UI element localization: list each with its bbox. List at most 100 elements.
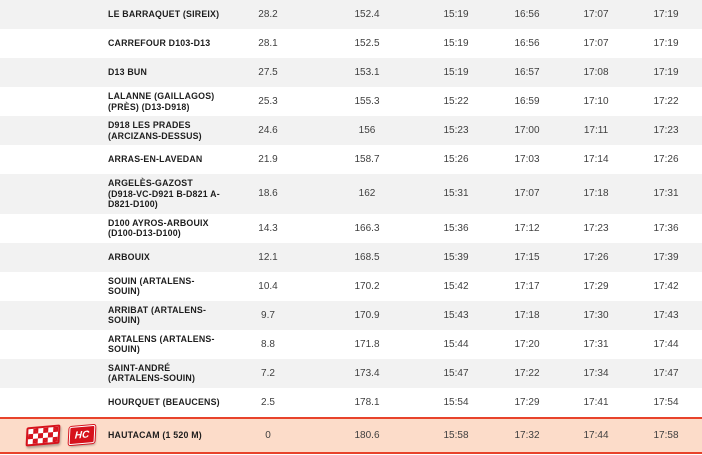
location-label: ARTALENS (ARTALENS-SOUIN) bbox=[108, 333, 215, 355]
km-covered-value: 171.8 bbox=[354, 338, 380, 350]
location-label: ARGELÈS-GAZOST (D918-VC-D921 B-D821 A-D8… bbox=[108, 178, 220, 209]
location-label: D100 AYROS-ARBOUIX (D100-D13-D100) bbox=[108, 217, 209, 239]
km-to-go-value: 24.6 bbox=[258, 125, 278, 136]
time-3-value: 17:34 bbox=[583, 367, 609, 379]
row-icons-cell: HC bbox=[0, 423, 108, 447]
time-2-value: 17:12 bbox=[514, 222, 540, 234]
km-covered-value: 168.5 bbox=[354, 251, 380, 263]
time-3-value: 17:14 bbox=[583, 154, 609, 165]
time-1-value: 15:44 bbox=[443, 338, 469, 350]
location-label: CARREFOUR D103-D13 bbox=[108, 38, 211, 49]
time-4-value: 17:22 bbox=[653, 96, 679, 107]
time-4-value: 17:19 bbox=[653, 9, 679, 20]
table-row: LALANNE (GAILLAGOS) (PRÈS) (D13-D918) 25… bbox=[0, 87, 702, 116]
km-to-go-value: 7.2 bbox=[261, 367, 275, 379]
table-row: HOURQUET (BEAUCENS) 2.5 178.1 15:54 17:2… bbox=[0, 387, 702, 417]
time-4-value: 17:58 bbox=[653, 429, 679, 441]
time-2-value: 17:17 bbox=[514, 280, 540, 292]
time-4-value: 17:47 bbox=[653, 367, 679, 379]
km-to-go-value: 14.3 bbox=[258, 222, 278, 234]
location-label: D13 BUN bbox=[108, 67, 148, 78]
time-3-value: 17:08 bbox=[583, 67, 609, 78]
km-covered-value: 170.9 bbox=[354, 309, 380, 321]
time-1-value: 15:47 bbox=[443, 367, 469, 379]
km-covered-value: 173.4 bbox=[354, 367, 380, 379]
finish-flag-icon bbox=[25, 423, 61, 447]
table-row: ARTALENS (ARTALENS-SOUIN) 8.8 171.8 15:4… bbox=[0, 329, 702, 359]
table-row: HC HAUTACAM (1 520 M) 0 180.6 15:58 17:3… bbox=[0, 416, 702, 454]
time-1-value: 15:39 bbox=[443, 251, 469, 263]
time-3-value: 17:11 bbox=[583, 125, 609, 136]
time-4-value: 17:19 bbox=[653, 38, 679, 49]
time-4-value: 17:23 bbox=[653, 125, 679, 136]
time-1-value: 15:58 bbox=[443, 429, 469, 441]
table-row: ARRAS-EN-LAVEDAN 21.9 158.7 15:26 17:03 … bbox=[0, 145, 702, 174]
time-3-value: 17:23 bbox=[583, 222, 609, 234]
time-2-value: 17:15 bbox=[514, 251, 540, 263]
location-label: ARRIBAT (ARTALENS-SOUIN) bbox=[108, 304, 207, 326]
km-to-go-value: 25.3 bbox=[258, 96, 278, 107]
time-3-value: 17:07 bbox=[583, 38, 609, 49]
time-2-value: 16:59 bbox=[514, 96, 540, 107]
table-row: ARRIBAT (ARTALENS-SOUIN) 9.7 170.9 15:43… bbox=[0, 300, 702, 330]
km-to-go-value: 28.1 bbox=[258, 38, 278, 49]
time-1-value: 15:42 bbox=[443, 280, 469, 292]
km-covered-value: 180.6 bbox=[354, 429, 380, 441]
time-4-value: 17:42 bbox=[653, 280, 679, 292]
time-4-value: 17:26 bbox=[653, 154, 679, 165]
time-2-value: 17:00 bbox=[514, 125, 540, 136]
table-row: ARBOUIX 12.1 168.5 15:39 17:15 17:26 17:… bbox=[0, 242, 702, 272]
time-1-value: 15:22 bbox=[443, 96, 469, 107]
time-2-value: 17:22 bbox=[514, 367, 540, 379]
time-3-value: 17:10 bbox=[583, 96, 609, 107]
km-covered-value: 156 bbox=[358, 125, 376, 136]
time-4-value: 17:39 bbox=[653, 251, 679, 263]
location-label: HAUTACAM (1 520 M) bbox=[108, 429, 202, 440]
time-3-value: 17:41 bbox=[583, 396, 609, 408]
time-1-value: 15:54 bbox=[443, 396, 469, 408]
time-3-value: 17:26 bbox=[583, 251, 609, 263]
time-2-value: 17:32 bbox=[514, 429, 540, 441]
time-1-value: 15:31 bbox=[443, 188, 469, 200]
table-row: D13 BUN 27.5 153.1 15:19 16:57 17:08 17:… bbox=[0, 58, 702, 87]
km-covered-value: 162 bbox=[358, 188, 376, 200]
km-to-go-value: 12.1 bbox=[258, 251, 278, 263]
time-1-value: 15:19 bbox=[443, 38, 469, 49]
km-covered-value: 170.2 bbox=[354, 280, 380, 292]
table-row: SOUIN (ARTALENS-SOUIN) 10.4 170.2 15:42 … bbox=[0, 271, 702, 301]
km-covered-value: 152.4 bbox=[354, 9, 380, 20]
km-covered-value: 158.7 bbox=[354, 154, 380, 165]
km-covered-value: 178.1 bbox=[354, 396, 380, 408]
time-1-value: 15:23 bbox=[443, 125, 469, 136]
table-row: ARGELÈS-GAZOST (D918-VC-D921 B-D821 A-D8… bbox=[0, 174, 702, 214]
time-3-value: 17:30 bbox=[583, 309, 609, 321]
table-row: CARREFOUR D103-D13 28.1 152.5 15:19 16:5… bbox=[0, 29, 702, 58]
table-row: SAINT-ANDRÉ (ARTALENS-SOUIN) 7.2 173.4 1… bbox=[0, 358, 702, 388]
km-to-go-value: 8.8 bbox=[261, 338, 275, 350]
km-to-go-value: 2.5 bbox=[261, 396, 275, 408]
time-4-value: 17:36 bbox=[653, 222, 679, 234]
location-label: HOURQUET (BEAUCENS) bbox=[108, 396, 220, 407]
time-4-value: 17:19 bbox=[653, 67, 679, 78]
time-3-value: 17:18 bbox=[583, 188, 609, 200]
location-label: SOUIN (ARTALENS-SOUIN) bbox=[108, 275, 195, 297]
location-label: ARRAS-EN-LAVEDAN bbox=[108, 154, 203, 165]
time-2-value: 17:03 bbox=[514, 154, 540, 165]
time-2-value: 16:56 bbox=[514, 38, 540, 49]
time-3-value: 17:31 bbox=[583, 338, 609, 350]
km-to-go-value: 10.4 bbox=[258, 280, 278, 292]
time-2-value: 16:57 bbox=[514, 67, 540, 78]
km-to-go-value: 27.5 bbox=[258, 67, 278, 78]
km-covered-value: 153.1 bbox=[354, 67, 380, 78]
km-covered-value: 155.3 bbox=[354, 96, 380, 107]
km-to-go-value: 28.2 bbox=[258, 9, 278, 20]
time-4-value: 17:54 bbox=[653, 396, 679, 408]
location-label: D918 LES PRADES (ARCIZANS-DESSUS) bbox=[108, 120, 202, 141]
table-row: D100 AYROS-ARBOUIX (D100-D13-D100) 14.3 … bbox=[0, 213, 702, 243]
time-2-value: 17:07 bbox=[514, 188, 540, 200]
time-1-value: 15:36 bbox=[443, 222, 469, 234]
time-1-value: 15:19 bbox=[443, 9, 469, 20]
location-label: ARBOUIX bbox=[108, 251, 150, 262]
time-1-value: 15:43 bbox=[443, 309, 469, 321]
